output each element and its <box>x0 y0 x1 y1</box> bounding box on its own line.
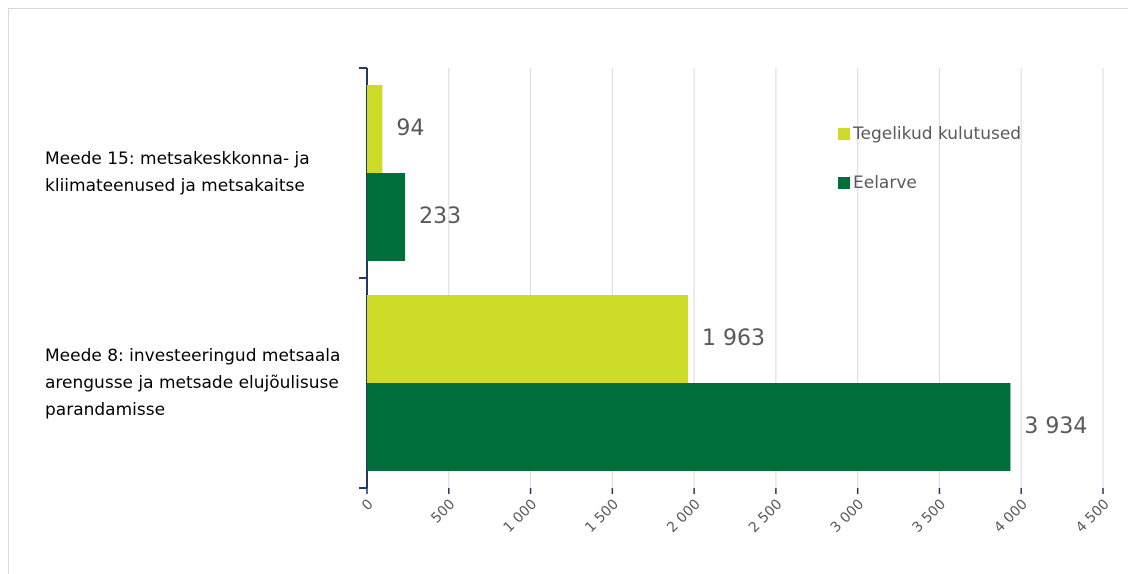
bar <box>367 173 406 261</box>
legend-label: Tegelikud kulutused <box>852 124 1021 144</box>
category-label: Meede 8: investeeringud metsaala arengus… <box>45 345 341 420</box>
x-tick-label: 4 500 <box>1073 496 1113 536</box>
x-tick-label: 2 500 <box>746 496 786 536</box>
x-tick-label: 3 500 <box>909 496 949 536</box>
x-tick-label: 1 000 <box>501 496 541 536</box>
x-tick-label: 4 000 <box>991 496 1031 536</box>
x-tick-label: 0 <box>359 496 377 514</box>
legend-swatch <box>838 177 850 189</box>
x-tick-label: 2 000 <box>664 496 704 536</box>
value-label: 94 <box>396 116 424 141</box>
bar <box>367 85 383 173</box>
legend-swatch <box>838 128 850 140</box>
value-label: 233 <box>419 204 461 229</box>
legend-label: Eelarve <box>853 173 917 193</box>
value-label: 3 934 <box>1024 414 1087 439</box>
x-tick-label: 500 <box>428 496 458 526</box>
bar <box>367 383 1011 471</box>
value-label: 1 963 <box>702 326 765 351</box>
frame <box>8 8 1128 574</box>
x-tick-label: 1 500 <box>582 496 622 536</box>
x-tick-label: 3 000 <box>828 496 868 536</box>
category-label: Meede 15: metsakeskkonna- ja kliimateenu… <box>45 149 310 196</box>
bar <box>367 295 689 383</box>
